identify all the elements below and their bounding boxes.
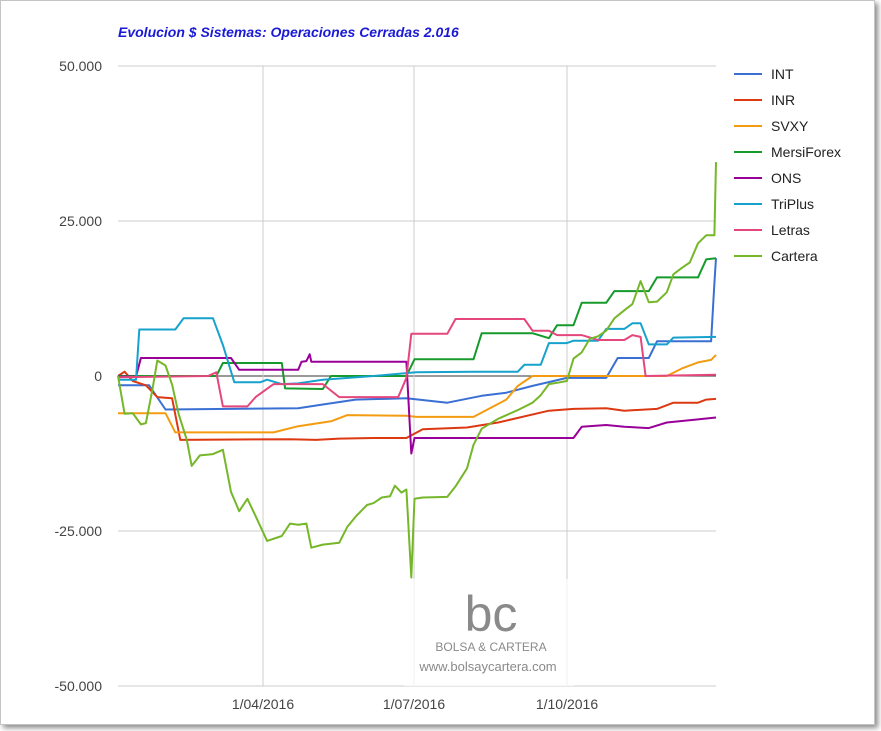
legend-item-svxy[interactable]: SVXY	[734, 118, 809, 134]
watermark-logo: bc	[465, 586, 518, 642]
y-tick-label: 0	[94, 368, 102, 384]
x-axis-labels: 1/04/2016 1/07/2016 1/10/2016	[232, 696, 598, 712]
legend-item-inr[interactable]: INR	[734, 92, 795, 108]
watermark: bc BOLSA & CARTERA www.bolsaycartera.com	[404, 579, 574, 686]
watermark-backdrop	[404, 579, 574, 686]
series-line-triplus	[118, 317, 717, 386]
legend-item-triplus[interactable]: TriPlus	[734, 196, 814, 212]
series-line-ons	[118, 353, 717, 455]
x-tick-label: 1/07/2016	[383, 696, 445, 712]
y-axis-labels: 50.000 25.000 0 -25.000 -50.000	[55, 58, 103, 694]
y-tick-label: -25.000	[55, 523, 103, 539]
watermark-name: BOLSA & CARTERA	[435, 640, 546, 654]
legend-item-mersiforex[interactable]: MersiForex	[734, 144, 841, 160]
series-line-cartera	[117, 162, 717, 579]
legend-item-int[interactable]: INT	[734, 66, 794, 82]
chart-legend: INT INR SVXY MersiForex ONS TriPlus Letras Cart…	[734, 66, 841, 264]
y-tick-label: -50.000	[55, 678, 103, 694]
legend-label: SVXY	[771, 118, 809, 134]
legend-label: MersiForex	[771, 144, 841, 160]
chart-title: Evolucion $ Sistemas: Operaciones Cerrad…	[118, 24, 459, 40]
y-tick-label: 50.000	[59, 58, 102, 74]
legend-item-letras[interactable]: Letras	[734, 222, 810, 238]
series-lines	[117, 162, 717, 579]
x-tick-label: 1/10/2016	[536, 696, 598, 712]
legend-label: INT	[771, 66, 794, 82]
legend-label: Letras	[771, 222, 810, 238]
series-line-letras	[117, 318, 717, 408]
legend-label: Cartera	[771, 248, 818, 264]
legend-item-ons[interactable]: ONS	[734, 170, 801, 186]
x-tick-label: 1/04/2016	[232, 696, 294, 712]
series-line-mersiforex	[118, 257, 717, 390]
legend-label: TriPlus	[771, 196, 814, 212]
series-line-inr	[117, 370, 717, 441]
watermark-url: www.bolsaycartera.com	[418, 659, 556, 674]
legend-item-cartera[interactable]: Cartera	[734, 248, 818, 264]
legend-label: ONS	[771, 170, 801, 186]
series-line-svxy	[118, 354, 717, 434]
y-tick-label: 25.000	[59, 213, 102, 229]
legend-label: INR	[771, 92, 795, 108]
series-line-int	[118, 258, 717, 411]
